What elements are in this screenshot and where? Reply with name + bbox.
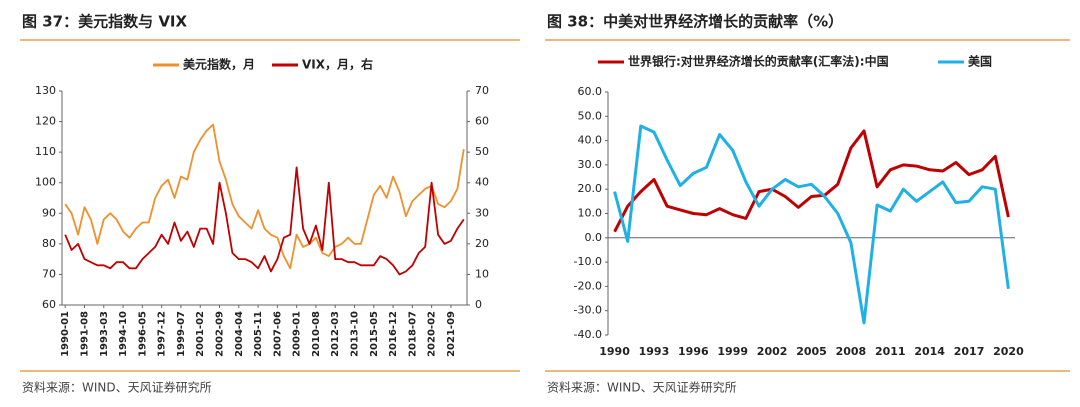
legend-label: 美元指数，月 — [183, 57, 255, 72]
y-tick-label: 80 — [42, 237, 56, 250]
chart-title: 图 37：美元指数与 VIX — [22, 13, 188, 31]
x-tick-label: 1993-03 — [99, 311, 110, 357]
x-tick-label: 2021-09 — [446, 311, 457, 357]
legend-label: 美国 — [968, 54, 992, 69]
x-tick-label: 1996 — [678, 345, 709, 358]
x-tick-label: 2008 — [836, 345, 867, 358]
y-tick-label: 50.0 — [578, 109, 603, 122]
y2-tick-label: 0 — [475, 298, 482, 311]
y-tick-label: -20.0 — [574, 279, 602, 292]
x-tick-label: 2016-12 — [388, 311, 399, 357]
x-tick-label: 2004-04 — [234, 311, 245, 357]
y2-tick-label: 40 — [475, 176, 489, 189]
y-tick-label: 30.0 — [578, 158, 603, 171]
series-line — [64, 123, 465, 270]
y-tick-label: 70 — [42, 267, 56, 280]
y-tick-label: 60.0 — [578, 85, 603, 98]
x-tick-label: 1994-10 — [118, 311, 129, 357]
x-tick-label: 2009-01 — [292, 311, 303, 357]
y-tick-label: 60 — [42, 298, 56, 311]
y2-tick-label: 10 — [475, 267, 489, 280]
x-tick-label: 1993 — [639, 345, 670, 358]
x-tick-label: 1996-05 — [137, 311, 148, 357]
y-tick-label: 120 — [35, 115, 56, 128]
y2-tick-label: 60 — [475, 115, 489, 128]
x-tick-label: 2010-08 — [311, 311, 322, 357]
x-tick-label: 2001-02 — [195, 311, 206, 357]
source-note: 资料来源：WIND、天风证券研究所 — [547, 380, 737, 395]
x-tick-label: 1999-07 — [176, 311, 187, 357]
x-tick-label: 2005 — [796, 345, 827, 358]
x-tick-label: 2005-11 — [253, 311, 264, 357]
series-line — [64, 166, 465, 276]
source-note: 资料来源：WIND、天风证券研究所 — [22, 380, 212, 395]
x-tick-label: 2017 — [954, 345, 985, 358]
x-tick-label: 2007-06 — [272, 311, 283, 357]
x-tick-label: 2011 — [875, 345, 906, 358]
y-tick-label: -40.0 — [574, 328, 602, 341]
y2-tick-label: 30 — [475, 206, 489, 219]
x-tick-label: 1991-08 — [80, 311, 91, 357]
y-tick-label: 110 — [35, 145, 56, 158]
series-line — [613, 124, 1010, 325]
y-tick-label: 10.0 — [578, 207, 603, 220]
y-tick-label: 0.0 — [585, 231, 603, 244]
y2-tick-label: 70 — [475, 84, 489, 97]
x-tick-label: 2020 — [993, 345, 1024, 358]
x-tick-label: 2002 — [757, 345, 788, 358]
y-tick-label: 90 — [42, 206, 56, 219]
x-tick-label: 2013-10 — [350, 311, 361, 357]
y-tick-label: 20.0 — [578, 182, 603, 195]
x-tick-label: 1990 — [599, 345, 630, 358]
x-tick-label: 2018-07 — [407, 311, 418, 357]
y2-tick-label: 20 — [475, 237, 489, 250]
x-tick-label: 2002-09 — [215, 311, 226, 357]
x-tick-label: 1997-12 — [157, 311, 168, 357]
x-tick-label: 2014 — [914, 345, 945, 358]
legend-label: VIX，月，右 — [302, 57, 373, 72]
y-tick-label: 40.0 — [578, 134, 603, 147]
x-tick-label: 2015-05 — [369, 311, 380, 357]
legend-label: 世界银行:对世界经济增长的贡献率(汇率法):中国 — [628, 54, 889, 69]
x-tick-label: 2020-02 — [427, 311, 438, 357]
y2-tick-label: 50 — [475, 145, 489, 158]
y-tick-label: 130 — [35, 84, 56, 97]
y-tick-label: -30.0 — [574, 304, 602, 317]
chart-title: 图 38：中美对世界经济增长的贡献率（%） — [547, 13, 843, 31]
x-tick-label: 1999 — [717, 345, 748, 358]
x-tick-label: 1990-01 — [60, 311, 71, 357]
series-line — [613, 129, 1010, 233]
y-tick-label: 100 — [35, 176, 56, 189]
y-tick-label: -10.0 — [574, 255, 602, 268]
x-tick-label: 2012-03 — [330, 311, 341, 357]
